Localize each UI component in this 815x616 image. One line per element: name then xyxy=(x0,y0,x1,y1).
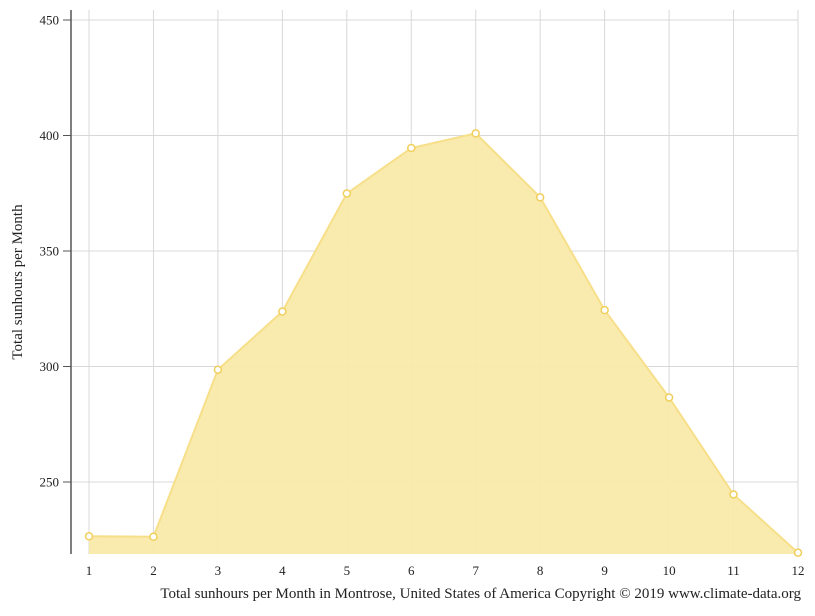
x-tick-label: 3 xyxy=(215,563,222,578)
x-tick-label: 2 xyxy=(150,563,157,578)
y-tick-label: 250 xyxy=(40,475,60,490)
y-tick-label: 450 xyxy=(40,13,60,28)
y-tick-label: 300 xyxy=(40,359,60,374)
x-tick-label: 5 xyxy=(344,563,351,578)
data-point xyxy=(342,189,352,198)
y-tick-label: 350 xyxy=(40,244,60,259)
data-point xyxy=(535,193,545,202)
x-tick-label: 8 xyxy=(537,563,544,578)
x-tick-label: 12 xyxy=(792,563,805,578)
x-tick-label: 4 xyxy=(279,563,286,578)
axis-labels: Total sunhours per Month Total sunhours … xyxy=(10,13,805,603)
x-tick-label: 6 xyxy=(408,563,415,578)
x-tick-label: 7 xyxy=(472,563,479,578)
data-point xyxy=(84,532,94,541)
axes xyxy=(63,10,72,554)
y-tick-label: 400 xyxy=(40,128,60,143)
data-markers xyxy=(84,129,803,557)
x-tick-label: 10 xyxy=(663,563,676,578)
series-line xyxy=(88,132,799,554)
x-tick-label: 9 xyxy=(601,563,608,578)
data-point xyxy=(600,305,609,315)
x-axis-title: Total sunhours per Month in Montrose, Un… xyxy=(160,586,801,602)
data-point xyxy=(664,393,674,402)
x-tick-label: 11 xyxy=(727,563,740,578)
data-point xyxy=(278,307,287,316)
data-point xyxy=(471,129,480,138)
data-point xyxy=(407,143,416,153)
data-point xyxy=(729,490,738,499)
data-point xyxy=(793,548,803,557)
data-point xyxy=(213,365,223,374)
y-axis-title: Total sunhours per Month xyxy=(10,204,26,360)
x-tick-label: 1 xyxy=(86,563,93,578)
area-fill xyxy=(89,133,798,554)
area-series xyxy=(88,132,799,554)
data-point xyxy=(149,532,158,541)
